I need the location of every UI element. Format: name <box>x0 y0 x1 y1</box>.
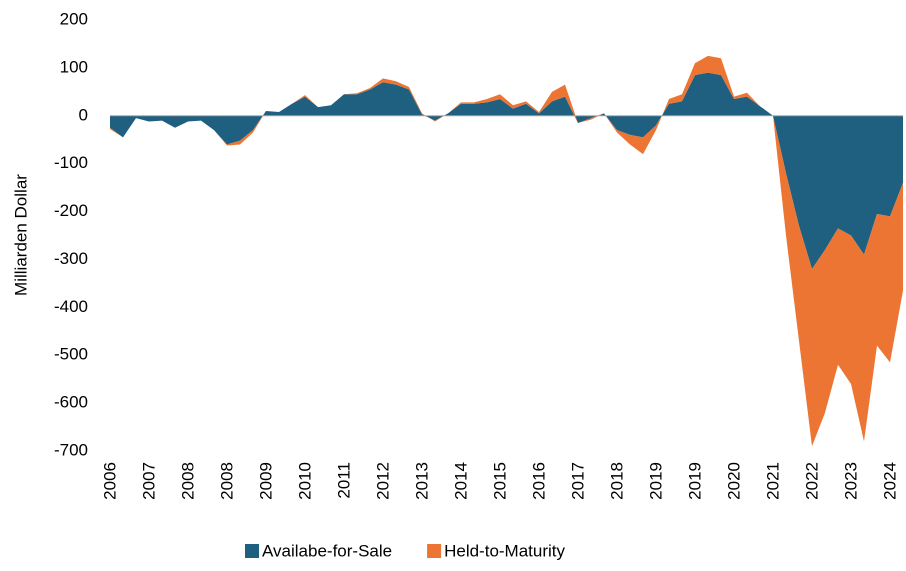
y-axis-title: Milliarden Dollar <box>11 174 30 296</box>
y-tick-label: -500 <box>54 345 88 364</box>
legend-swatch <box>245 544 259 558</box>
y-tick-label: -200 <box>54 201 88 220</box>
x-tick-label: 2008 <box>217 462 236 500</box>
y-tick-label: 100 <box>60 57 88 76</box>
x-tick-label: 2023 <box>841 462 860 500</box>
x-tick-label: 2022 <box>802 462 821 500</box>
legend-swatch <box>427 544 442 558</box>
y-tick-label: -300 <box>54 249 88 268</box>
area <box>110 55 903 447</box>
legend-label: Availabe-for-Sale <box>262 541 392 560</box>
x-tick-label: 2015 <box>490 462 509 500</box>
x-tick-label: 2016 <box>529 462 548 500</box>
y-tick-label: -600 <box>54 393 88 412</box>
y-tick-label: -100 <box>54 153 88 172</box>
x-tick-label: 2020 <box>724 462 743 500</box>
x-tick-label: 2007 <box>139 462 158 500</box>
legend-label: Held-to-Maturity <box>444 541 565 560</box>
y-tick-label: -700 <box>54 440 88 459</box>
x-tick-label: 2021 <box>763 462 782 500</box>
x-tick-label: 2013 <box>412 462 431 500</box>
x-tick-label: 2010 <box>295 462 314 500</box>
x-tick-label: 2018 <box>607 462 626 500</box>
y-tick-label: 0 <box>79 105 88 124</box>
y-tick-label: -400 <box>54 297 88 316</box>
x-tick-label: 2014 <box>451 462 470 500</box>
x-tick-label: 2009 <box>256 462 275 500</box>
x-tick-label: 2008 <box>178 462 197 500</box>
x-tick-label: 2017 <box>568 462 587 500</box>
x-tick-label: 2006 <box>100 462 119 500</box>
x-tick-label: 2019 <box>646 462 665 500</box>
x-tick-label: 2011 <box>334 462 353 499</box>
x-tick-label: 2012 <box>373 462 392 500</box>
x-tick-label: 2024 <box>880 462 899 500</box>
area <box>110 72 903 270</box>
x-tick-label: 2019 <box>685 462 704 500</box>
y-tick-label: 200 <box>60 9 88 28</box>
